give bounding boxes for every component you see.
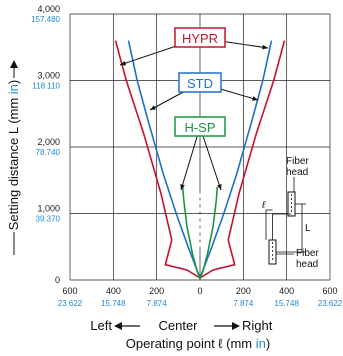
- x-axis-label-main: Operating point ℓ (mm: [126, 336, 256, 351]
- series-label-box: [174, 116, 226, 137]
- x-tick-label: 600: [62, 286, 77, 296]
- x-axis-label-close: ): [266, 336, 270, 351]
- ell-label: ℓ: [261, 200, 266, 211]
- y-tick-label-in: 39.370: [36, 215, 61, 224]
- series-label-std: STD: [187, 76, 213, 91]
- x-tick-label-in: 23.622: [318, 299, 343, 308]
- direction-arrowhead-right: [232, 322, 240, 330]
- fiber-head-bottom-label: Fiber: [296, 248, 319, 259]
- pointer-arrowhead: [217, 184, 222, 190]
- y-tick-label-in: 157.480: [31, 15, 60, 24]
- fiber-head-bottom-label: head: [296, 259, 318, 270]
- x-tick-label: 200: [236, 286, 251, 296]
- x-tick-label-in: 15.748: [101, 299, 126, 308]
- grid: [69, 13, 331, 281]
- y-axis-label-close: ): [6, 80, 21, 84]
- y-tick-label: 1,000: [37, 204, 60, 214]
- x-tick-label: 400: [279, 286, 294, 296]
- pointer-arrowhead: [120, 61, 126, 66]
- y-axis-arrowhead: [10, 60, 18, 68]
- y-tick-label: 3,000: [37, 71, 60, 81]
- x-tick-label: 400: [106, 286, 121, 296]
- pointer-arrowhead: [180, 184, 185, 190]
- series-line-hypr-right: [199, 40, 286, 279]
- x-tick-label-in: 7.874: [233, 299, 254, 308]
- series-line-h-sp-right: [199, 186, 219, 279]
- series-line-hypr-left: [114, 40, 201, 279]
- fiber-head-top-label: Fiber: [286, 156, 309, 167]
- direction-right: Right: [242, 318, 273, 333]
- x-tick-label-in: 7.874: [147, 299, 168, 308]
- direction-center: Center: [158, 318, 198, 333]
- y-tick-label: 0: [55, 275, 60, 285]
- x-tick-label: 600: [322, 286, 337, 296]
- x-tick-label-in: 15.748: [274, 299, 299, 308]
- y-axis-label: Setting distance L (mm in): [6, 80, 21, 231]
- y-tick-label: 4,000: [37, 4, 60, 14]
- series-label-box: [174, 27, 226, 48]
- pointer-arrowhead: [252, 96, 258, 101]
- y-axis-label-main: Setting distance L (mm: [6, 94, 21, 230]
- direction-left: Left: [90, 318, 112, 333]
- y-tick-label-in: 78.740: [36, 148, 61, 157]
- series-line-h-sp-left: [181, 186, 201, 279]
- x-tick-label: 0: [197, 286, 202, 296]
- y-tick-label-in: 118.110: [32, 82, 60, 91]
- series-label-box: [178, 72, 222, 93]
- x-tick-label: 200: [149, 286, 164, 296]
- pointer-arrowhead: [262, 44, 268, 50]
- x-axis-label-unit: in: [256, 336, 266, 351]
- pointer-line: [180, 126, 201, 191]
- pointer-line: [199, 126, 222, 191]
- series-layer: [114, 40, 286, 279]
- y-axis-label-unit: in: [6, 84, 21, 94]
- x-axis-label: Operating point ℓ (mm in): [126, 336, 270, 351]
- x-tick-label-in: 23.622: [58, 299, 83, 308]
- series-label-h-sp: H-SP: [184, 120, 215, 135]
- L-label: L: [305, 223, 311, 234]
- y-tick-label: 2,000: [37, 137, 60, 147]
- pointer-arrowhead: [150, 105, 156, 110]
- direction-arrowhead-left: [114, 322, 122, 330]
- series-label-hypr: HYPR: [182, 31, 218, 46]
- fiber-head-top-label: head: [286, 167, 308, 178]
